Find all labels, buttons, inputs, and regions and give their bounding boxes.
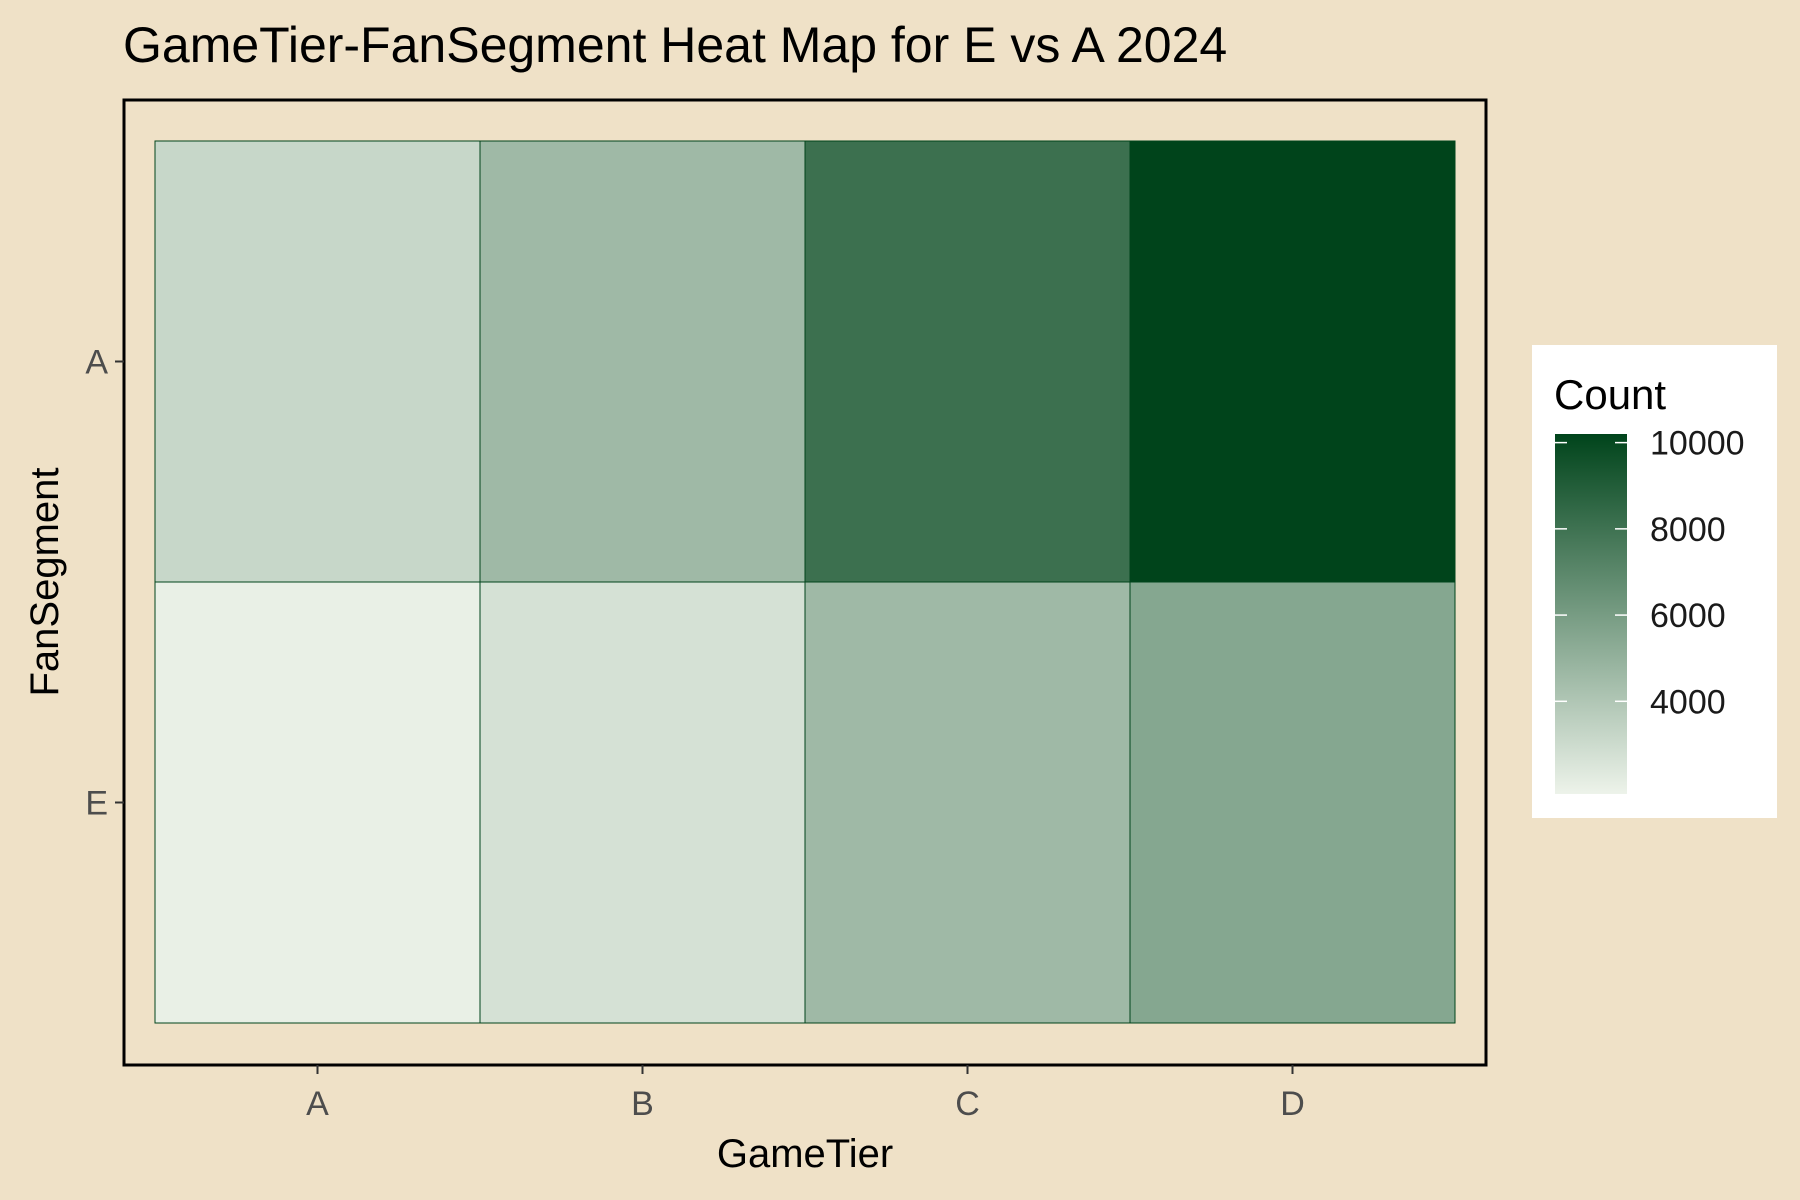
y-axis-title: FanSegment	[23, 467, 67, 696]
legend-tick-label: 4000	[1650, 683, 1726, 721]
legend-tick-label: 8000	[1650, 511, 1726, 549]
chart-title: GameTier-FanSegment Heat Map for E vs A …	[123, 17, 1227, 73]
y-axis: EA	[85, 344, 124, 823]
heatmap-cell-B-A	[479, 140, 806, 583]
legend-tick-label: 6000	[1650, 597, 1726, 635]
x-tick-label: A	[306, 1085, 329, 1123]
panel-border	[122, 98, 1488, 1067]
heatmap-cell-D-A	[1129, 140, 1456, 583]
heatmap-cell-A-E	[154, 581, 481, 1024]
heatmap-cell-A-A	[154, 140, 481, 583]
heatmap-cell-D-E	[1129, 581, 1456, 1024]
legend-colorbar	[1555, 434, 1627, 794]
y-tick-label: E	[85, 785, 108, 823]
x-tick-label: B	[631, 1085, 654, 1123]
x-axis: A B C D	[306, 1065, 1305, 1123]
heatmap-tiles	[154, 140, 1456, 1024]
legend-title: Count	[1554, 371, 1666, 418]
x-tick-label: C	[955, 1085, 980, 1123]
heatmap-cell-C-E	[804, 581, 1131, 1024]
heatmap-cell-C-A	[804, 140, 1131, 583]
y-tick-label: A	[85, 344, 108, 382]
legend: Count 4000 6000 8000 10000	[1532, 345, 1777, 818]
legend-tick-label: 10000	[1650, 425, 1745, 463]
x-tick-label: D	[1280, 1085, 1305, 1123]
heatmap-cell-B-E	[479, 581, 806, 1024]
x-axis-title: GameTier	[717, 1132, 893, 1176]
